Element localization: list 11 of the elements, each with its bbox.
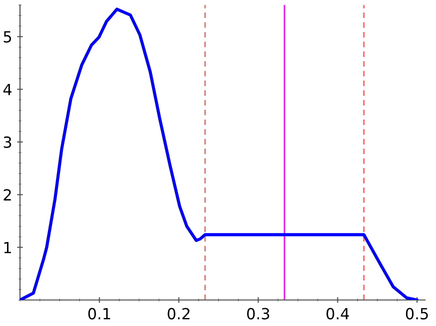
- x-tick-label: 0.1: [88, 308, 110, 320]
- x-tick-label: 0.3: [247, 308, 270, 320]
- y-tick-label: 3: [4, 136, 12, 148]
- x-tick-label: 0.4: [326, 308, 349, 320]
- y-tick-label: 5: [4, 31, 12, 43]
- x-tick-label: 0.2: [168, 308, 190, 320]
- y-tick-label: 2: [4, 189, 11, 200]
- y-tick-label: 1: [4, 242, 11, 254]
- y-tick-label: 4: [3, 84, 12, 96]
- x-tick-label: 0.5: [406, 308, 428, 320]
- line-series: [20, 8, 419, 300]
